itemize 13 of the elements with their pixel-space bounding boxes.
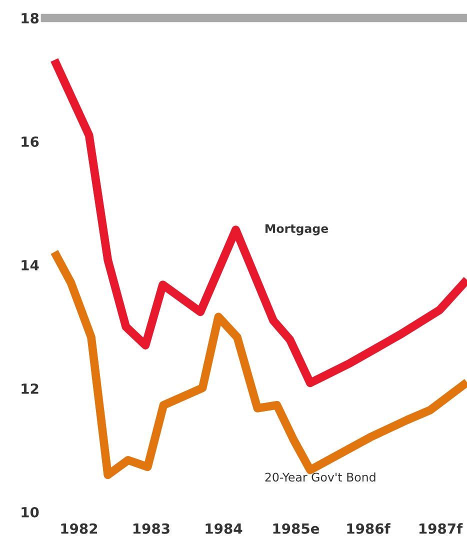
x-tick-label: 1982 — [61, 523, 98, 534]
x-tick-label: 1985e — [273, 523, 320, 534]
x-tick-label: 1987f — [419, 523, 463, 534]
y-tick-label: 12 — [22, 383, 38, 394]
series-label: 20-Year Gov't Bond — [265, 472, 376, 482]
y-tick-label: 18 — [22, 12, 39, 24]
text: Mortgage — [266, 224, 328, 236]
x-tick-label: 1983 — [133, 523, 170, 534]
y-tick-label: 10 — [22, 506, 39, 518]
y-tick-label: 16 — [22, 136, 39, 147]
y-tick-label: 14 — [22, 260, 39, 270]
x-tick-label: 1984 — [206, 523, 242, 534]
x-tick-label: 1986f — [347, 523, 390, 534]
